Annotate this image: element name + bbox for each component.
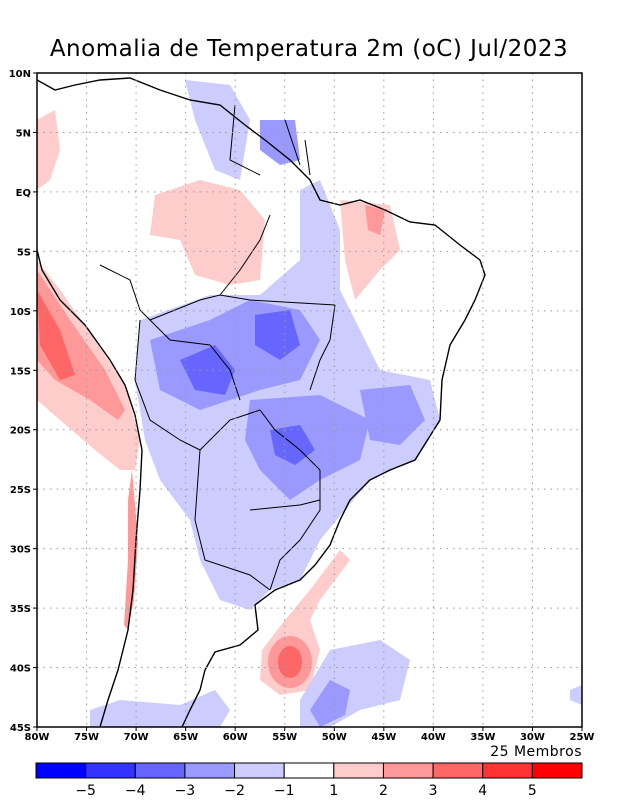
colorbar-swatch [432,762,484,779]
colorbar-swatch [85,762,136,779]
warm-anomaly-core-2 [278,646,302,678]
lon-axis-labels: 80W 75W 70W 65W 60W 55W 50W 45W 40W 35W 30W 25W [25,727,595,743]
colorbar-swatch [234,762,285,779]
lon-label: 75W [74,732,99,743]
colorbar-label: −3 [175,783,196,799]
colorbar-swatch [482,762,533,779]
lat-label: 30S [10,545,31,556]
lon-label: 65W [173,732,198,743]
lon-label: 40W [421,732,446,743]
lat-axis-labels: 10N 5N EQ 5S 10S 15S 20S 25S 30S 35S 40S 45S [9,69,37,734]
colorbar-swatch [35,762,87,779]
lon-label: 35W [470,732,495,743]
lat-label: 15S [10,366,31,377]
colorbar-label: 2 [379,783,388,799]
colorbar-label: −5 [75,783,96,799]
anomaly-fields [37,80,582,727]
members-label: 25 Membros [490,744,582,760]
map-frame [36,72,583,728]
warm-anomaly-chile-strip [124,470,138,630]
guyanas-borders [229,104,311,176]
lon-label: 70W [124,732,149,743]
south-america-coastline [37,77,486,727]
lon-label: 25W [570,732,595,743]
lon-label: 50W [322,732,347,743]
lon-label: 55W [272,732,297,743]
lat-label: 45S [10,723,31,734]
cold-anomaly-guiana [260,120,300,165]
colorbar-swatch [382,762,434,779]
colorbar-label: 4 [478,783,487,799]
lat-label: EQ [16,188,31,199]
colorbar-label: −2 [224,783,245,799]
lon-label: 30W [520,732,545,743]
colorbar-swatch [184,762,236,779]
coastlines [37,77,486,727]
cold-anomaly-south-2 [310,680,350,727]
lat-label: 35S [10,604,31,615]
colorbar-label: 5 [528,783,537,799]
warm-anomaly-amapa [340,200,400,300]
cold-anomaly-patagonia [90,690,230,727]
warm-anomaly-amazon [150,180,265,285]
warm-anomaly-peru-coast-3 [37,290,75,380]
south-america-west-coast [37,249,143,727]
cold-anomaly-north [185,80,250,180]
colorbar-swatch [283,762,335,779]
colorbar: −5 −4 −3 −2 −1 1 2 3 4 5 [35,762,583,799]
lat-label: 10S [10,307,31,318]
lat-label: 5N [16,128,31,139]
lon-label: 60W [223,732,248,743]
lat-label: 20S [10,426,31,437]
cold-anomaly-brazil [135,180,440,610]
colorbar-swatch [531,762,583,779]
lon-label: 45W [371,732,396,743]
lon-label: 80W [25,732,50,743]
cold-anomaly-strong-2 [255,310,300,360]
warm-anomaly-north [37,110,60,190]
lat-label: 25S [10,485,31,496]
colorbar-label: −4 [125,783,146,799]
lat-label: 5S [17,247,31,258]
colorbar-swatch [333,762,384,779]
colorbar-label: 3 [429,783,438,799]
colorbar-swatch [134,762,186,779]
warm-anomaly-amapa-2 [365,205,385,235]
map-title: Anomalia de Temperatura 2m (oC) Jul/2023 [49,36,569,62]
colorbar-label: −1 [274,783,295,799]
warm-anomaly-peru-coast-2 [37,270,125,420]
colorbar-label: 1 [329,783,338,799]
country-borders [99,214,336,591]
lat-label: 40S [10,664,31,675]
lat-label: 10N [9,69,31,80]
cold-anomaly-far-east [570,685,582,705]
